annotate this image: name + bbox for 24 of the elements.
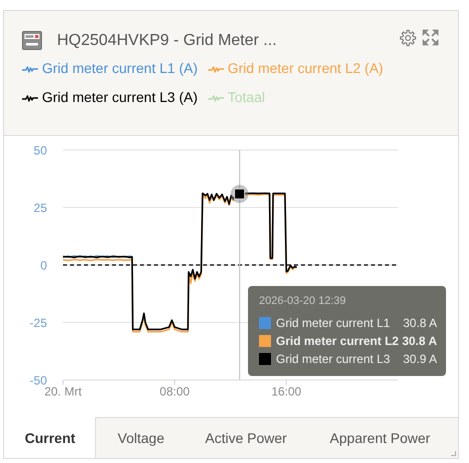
- y-tick-label: -50: [30, 373, 48, 388]
- text: 30.9 A: [402, 352, 437, 366]
- legend-label: Grid meter current L3 (A): [42, 88, 198, 107]
- y-tick-label: 25: [34, 200, 48, 215]
- text: Apparent Power: [328, 428, 432, 448]
- text: 30.8 A: [402, 334, 437, 348]
- annotation: Grid meter current L1: [276, 316, 390, 330]
- legend-label: Totaal: [228, 88, 265, 107]
- text: Active Power: [204, 428, 288, 448]
- y-tick-label: 0: [40, 258, 48, 272]
- annotation: Grid meter current L3: [276, 352, 390, 366]
- annotation: Grid meter current L2: [276, 334, 399, 348]
- y-tick-label: -25: [30, 316, 48, 330]
- y-tick-label: 50: [34, 143, 48, 158]
- x-tick-label: 16:00: [271, 384, 302, 399]
- text: Current: [24, 428, 76, 448]
- text: Voltage: [116, 428, 166, 448]
- legend-label: Grid meter current L2 (A): [228, 59, 384, 78]
- chart-title: HQ2504HVKP9 - Grid Meter ...: [57, 32, 277, 49]
- text: 30.8 A: [402, 316, 437, 330]
- legend-label: Grid meter current L1 (A): [42, 59, 198, 78]
- x-tick-label: 08:00: [160, 384, 190, 399]
- x-tick-label: 20. Mrt: [44, 384, 82, 399]
- annotation: 2026-03-20 12:39: [259, 295, 346, 307]
